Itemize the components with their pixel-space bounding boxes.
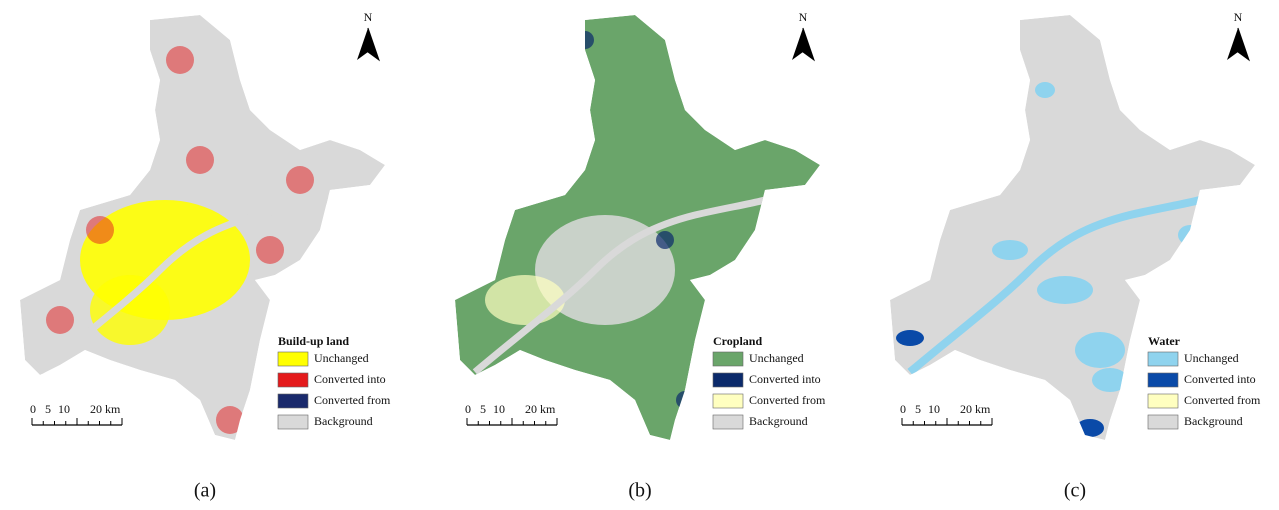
- legend-label: Unchanged: [1184, 351, 1239, 365]
- north-arrow: [1237, 27, 1250, 62]
- conversion-patch: [216, 406, 244, 434]
- conversion-patch: [656, 231, 674, 249]
- river: [472, 196, 766, 375]
- conversion-patch: [186, 146, 214, 174]
- legend-label: Background: [1184, 414, 1243, 428]
- conversion-patch: [576, 31, 594, 49]
- legend-swatch: [1147, 393, 1179, 409]
- legend-label: Background: [314, 414, 373, 428]
- north-arrow: [802, 27, 815, 62]
- north-arrow: [367, 27, 380, 62]
- lake: [948, 184, 972, 196]
- legend-swatch: [712, 393, 744, 409]
- legend-swatch: [712, 414, 744, 430]
- legend-label: Background: [749, 414, 808, 428]
- scale-label: 0: [30, 402, 36, 416]
- panel: N 0 5 10 20 km Build-up land Unchanged Converte…: [20, 10, 391, 502]
- conversion-patch: [106, 76, 134, 104]
- legend-label: Converted into: [749, 372, 821, 386]
- legend-swatch: [1147, 372, 1179, 388]
- conversion-patch: [496, 201, 514, 219]
- lake: [1037, 276, 1093, 304]
- scale-label: 0: [465, 402, 471, 416]
- legend-label: Converted from: [314, 393, 391, 407]
- conversion-patch: [256, 236, 284, 264]
- map-base: [890, 15, 1255, 440]
- panel-label: (a): [194, 480, 216, 502]
- scale-label: 20 km: [90, 402, 121, 416]
- conversion-patch: [86, 216, 114, 244]
- legend-title: Cropland: [713, 334, 762, 348]
- lake: [1075, 332, 1125, 368]
- river: [907, 196, 1201, 376]
- conversion-patch: [676, 391, 694, 409]
- north-label: N: [1234, 10, 1243, 24]
- lake: [1092, 368, 1128, 392]
- legend-label: Converted into: [314, 372, 386, 386]
- scale-label: 5: [45, 402, 51, 416]
- lake: [1035, 82, 1055, 98]
- legend-label: Unchanged: [314, 351, 369, 365]
- legend-swatch: [277, 372, 309, 388]
- legend-swatch: [277, 393, 309, 409]
- scale-label: 20 km: [960, 402, 991, 416]
- north-label: N: [364, 10, 373, 24]
- legend-title: Water: [1148, 334, 1181, 348]
- panel: N 0 5 10 20 km Cropland Unchanged Converted int…: [455, 10, 826, 502]
- legend-label: Unchanged: [749, 351, 804, 365]
- legend-swatch: [277, 414, 309, 430]
- panel-label: (b): [628, 480, 651, 502]
- lake: [992, 240, 1028, 260]
- scale-label: 10: [928, 402, 940, 416]
- river: [37, 196, 331, 375]
- panel-label: (c): [1064, 480, 1086, 502]
- scale-label: 5: [480, 402, 486, 416]
- legend-swatch: [1147, 351, 1179, 367]
- lake: [1178, 225, 1202, 245]
- north-label: N: [799, 10, 808, 24]
- conversion-patch: [46, 306, 74, 334]
- north-arrow: [1227, 28, 1238, 60]
- conversion-patch: [286, 166, 314, 194]
- scale-label: 5: [915, 402, 921, 416]
- legend-swatch: [712, 372, 744, 388]
- scale-label: 0: [900, 402, 906, 416]
- legend-label: Converted from: [1184, 393, 1261, 407]
- scale-label: 10: [58, 402, 70, 416]
- legend-swatch: [1147, 414, 1179, 430]
- legend-title: Build-up land: [278, 334, 349, 348]
- lake-new: [896, 330, 924, 346]
- lake-new: [1076, 419, 1104, 437]
- conversion-patch: [166, 46, 194, 74]
- north-arrow: [357, 28, 368, 60]
- scale-label: 20 km: [525, 402, 556, 416]
- urban-core: [90, 275, 170, 345]
- north-arrow: [792, 28, 803, 60]
- pale-patch: [485, 275, 565, 325]
- legend-label: Converted into: [1184, 372, 1256, 386]
- legend-label: Converted from: [749, 393, 826, 407]
- legend-swatch: [277, 351, 309, 367]
- legend-swatch: [712, 351, 744, 367]
- scale-label: 10: [493, 402, 505, 416]
